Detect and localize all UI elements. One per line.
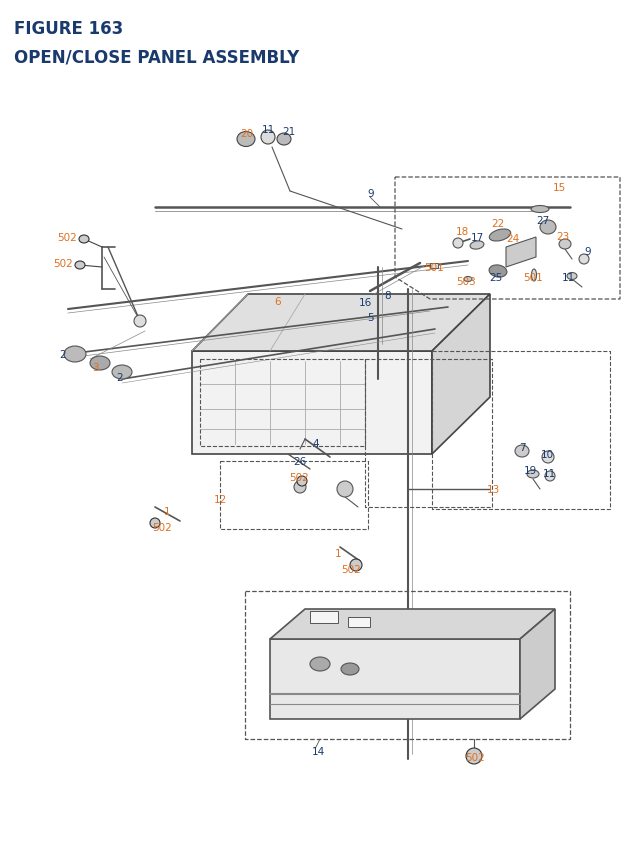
Ellipse shape — [470, 242, 484, 250]
Polygon shape — [192, 294, 490, 351]
Ellipse shape — [531, 269, 536, 282]
Text: 9: 9 — [585, 247, 591, 257]
Polygon shape — [192, 351, 432, 455]
Text: 502: 502 — [57, 232, 77, 243]
Text: 18: 18 — [456, 226, 468, 237]
Text: 7: 7 — [518, 443, 525, 453]
Text: 9: 9 — [368, 189, 374, 199]
Circle shape — [150, 518, 160, 529]
Text: 22: 22 — [492, 219, 504, 229]
Text: 11: 11 — [561, 273, 575, 282]
Circle shape — [134, 316, 146, 328]
Text: 12: 12 — [213, 494, 227, 505]
Ellipse shape — [79, 236, 89, 244]
Ellipse shape — [90, 356, 110, 370]
Text: 17: 17 — [470, 232, 484, 243]
Ellipse shape — [567, 273, 577, 280]
Polygon shape — [506, 238, 536, 268]
Text: 25: 25 — [490, 273, 502, 282]
Text: 11: 11 — [261, 125, 275, 135]
Ellipse shape — [540, 220, 556, 235]
Circle shape — [297, 476, 307, 486]
Text: 6: 6 — [275, 297, 282, 307]
Text: 19: 19 — [524, 466, 536, 475]
Ellipse shape — [237, 133, 255, 147]
Text: 8: 8 — [385, 291, 391, 300]
Bar — [430, 263, 438, 269]
Ellipse shape — [112, 366, 132, 380]
Text: 3: 3 — [92, 362, 99, 373]
Text: 502: 502 — [465, 753, 485, 762]
Circle shape — [350, 560, 362, 572]
Text: 5: 5 — [368, 313, 374, 323]
Text: 24: 24 — [506, 233, 520, 244]
Ellipse shape — [310, 657, 330, 672]
Text: 502: 502 — [152, 523, 172, 532]
Ellipse shape — [489, 230, 511, 242]
Text: 14: 14 — [312, 746, 324, 756]
Circle shape — [453, 238, 463, 249]
Text: 15: 15 — [552, 183, 566, 193]
Bar — [348, 617, 370, 628]
Text: 4: 4 — [313, 438, 319, 449]
Circle shape — [294, 481, 306, 493]
Circle shape — [542, 451, 554, 463]
Ellipse shape — [515, 445, 529, 457]
Circle shape — [466, 748, 482, 764]
Text: 1: 1 — [335, 548, 341, 558]
Circle shape — [337, 481, 353, 498]
Ellipse shape — [531, 207, 549, 214]
Text: 26: 26 — [293, 456, 307, 467]
Text: 27: 27 — [536, 216, 550, 226]
Text: 503: 503 — [456, 276, 476, 287]
Text: 20: 20 — [241, 129, 253, 139]
Polygon shape — [270, 610, 555, 639]
Ellipse shape — [489, 265, 507, 278]
Text: 10: 10 — [540, 449, 554, 460]
Text: 23: 23 — [556, 232, 570, 242]
Text: 11: 11 — [542, 468, 556, 479]
Text: 501: 501 — [523, 273, 543, 282]
Text: 2: 2 — [60, 350, 67, 360]
Text: 501: 501 — [424, 263, 444, 273]
Circle shape — [579, 255, 589, 264]
Polygon shape — [520, 610, 555, 719]
Bar — [310, 611, 338, 623]
Ellipse shape — [277, 133, 291, 146]
Text: 13: 13 — [486, 485, 500, 494]
Text: 16: 16 — [358, 298, 372, 307]
Polygon shape — [432, 294, 490, 455]
Ellipse shape — [464, 277, 472, 282]
Text: 21: 21 — [282, 127, 296, 137]
Text: 502: 502 — [289, 473, 309, 482]
Ellipse shape — [75, 262, 85, 269]
Text: 1: 1 — [164, 506, 170, 517]
Circle shape — [261, 131, 275, 145]
Polygon shape — [270, 639, 520, 719]
Text: 502: 502 — [341, 564, 361, 574]
Ellipse shape — [341, 663, 359, 675]
Ellipse shape — [64, 347, 86, 362]
Text: 2: 2 — [116, 373, 124, 382]
Circle shape — [545, 472, 555, 481]
Ellipse shape — [559, 239, 571, 250]
Ellipse shape — [527, 470, 539, 479]
Text: FIGURE 163: FIGURE 163 — [14, 20, 124, 38]
Text: 502: 502 — [53, 258, 73, 269]
Text: OPEN/CLOSE PANEL ASSEMBLY: OPEN/CLOSE PANEL ASSEMBLY — [14, 48, 300, 66]
